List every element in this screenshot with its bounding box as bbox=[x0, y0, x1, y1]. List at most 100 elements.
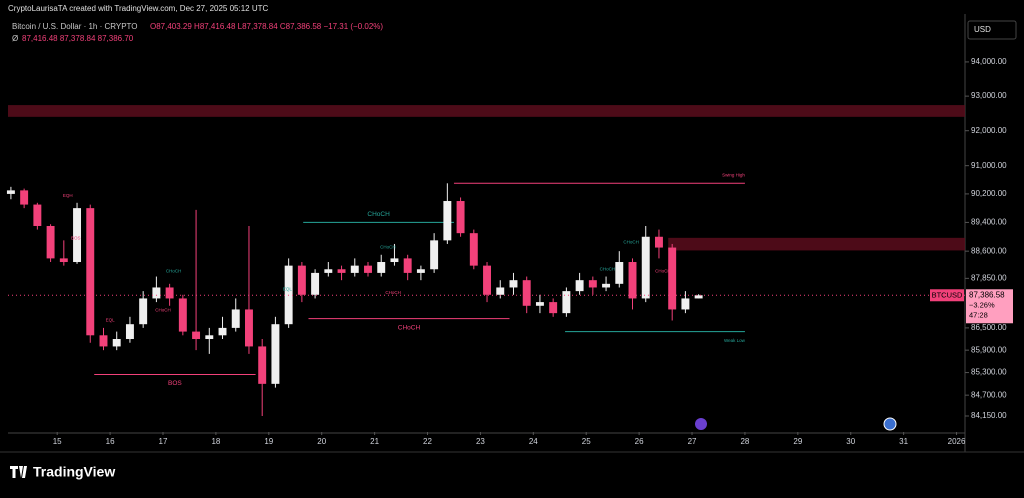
x-tick-label: 21 bbox=[370, 437, 379, 446]
candle-body bbox=[522, 280, 531, 306]
candle-body bbox=[33, 204, 42, 226]
indicator-values: 87,416.48 87,378.84 87,386.70 bbox=[22, 34, 134, 43]
y-tick-label: 87,850.00 bbox=[971, 273, 1007, 282]
candle-body bbox=[430, 240, 439, 270]
candle-body bbox=[46, 225, 55, 259]
price-tag bbox=[966, 289, 1013, 324]
candle-body bbox=[469, 233, 478, 266]
candle-body bbox=[575, 280, 584, 292]
annotation: CHoCH bbox=[655, 268, 671, 273]
x-tick-label: 31 bbox=[899, 437, 908, 446]
candle-body bbox=[588, 280, 597, 288]
candle-body bbox=[496, 287, 505, 295]
candle-body bbox=[668, 247, 677, 310]
candle-body bbox=[602, 283, 611, 288]
zone bbox=[8, 105, 965, 117]
candle-body bbox=[6, 190, 15, 194]
candle-body bbox=[337, 269, 346, 273]
event-icon[interactable] bbox=[883, 417, 897, 431]
indicator-symbol: Ø bbox=[12, 34, 18, 43]
candle-body bbox=[509, 280, 518, 288]
candle-body bbox=[297, 265, 306, 295]
x-tick-label: 19 bbox=[264, 437, 273, 446]
x-tick-label: 15 bbox=[53, 437, 62, 446]
candle-body bbox=[218, 327, 227, 336]
price-tag-value: 87,386.58 bbox=[969, 290, 1005, 299]
event-icon[interactable] bbox=[695, 418, 707, 430]
candle-body bbox=[535, 302, 544, 306]
candle-body bbox=[562, 291, 571, 314]
candle-body bbox=[681, 298, 690, 310]
symbol[interactable]: Bitcoin / U.S. Dollar · 1h · CRYPTO bbox=[12, 22, 138, 31]
candle-body bbox=[403, 258, 412, 273]
y-tick-label: 90,200.00 bbox=[971, 189, 1007, 198]
level-label: CHoCH bbox=[367, 211, 390, 218]
credit: CryptoLaurisaTA created with TradingView… bbox=[8, 4, 269, 13]
level-label: BOS bbox=[168, 380, 182, 387]
x-tick-label: 27 bbox=[688, 437, 697, 446]
price-tag-change: −3.26% bbox=[969, 300, 995, 309]
candle-body bbox=[694, 295, 703, 299]
y-tick-label: 91,000.00 bbox=[971, 161, 1007, 170]
candle-body bbox=[641, 236, 650, 299]
candle-body bbox=[350, 265, 359, 273]
candle-body bbox=[443, 201, 452, 241]
symbol-tag-label: BTCUSD bbox=[932, 290, 963, 299]
annotation: EQH bbox=[63, 193, 73, 198]
candle-body bbox=[86, 208, 95, 336]
x-tick-label: 16 bbox=[106, 437, 115, 446]
annotation: EQL bbox=[283, 286, 293, 291]
currency[interactable]: USD bbox=[974, 25, 991, 34]
candle-body bbox=[483, 265, 491, 295]
y-tick-label: 89,400.00 bbox=[971, 218, 1007, 227]
ohlc: O87,403.29 H87,416.48 L87,378.84 C87,386… bbox=[150, 22, 383, 31]
logo-mark bbox=[10, 466, 27, 478]
candle-body bbox=[311, 272, 320, 295]
x-tick-label: 25 bbox=[582, 437, 591, 446]
annotation: CHoCH bbox=[385, 290, 401, 295]
y-tick-label: 93,000.00 bbox=[971, 91, 1007, 100]
price-tag-countdown: 47:28 bbox=[969, 310, 988, 319]
annotation: CHoCH bbox=[380, 245, 396, 250]
candle-body bbox=[231, 309, 240, 328]
footer-logo: TradingView bbox=[33, 464, 115, 480]
candle-body bbox=[245, 309, 253, 347]
candle-body bbox=[364, 265, 372, 273]
annotation: CHoCH bbox=[600, 266, 616, 271]
candle-body bbox=[99, 335, 108, 347]
candle-body bbox=[258, 346, 267, 384]
x-tick-label: 2026 bbox=[948, 437, 966, 446]
level-label: Swing High bbox=[722, 172, 745, 177]
x-tick-label: 24 bbox=[529, 437, 538, 446]
candle-body bbox=[654, 236, 663, 248]
zone bbox=[668, 237, 965, 251]
candle-body bbox=[456, 201, 465, 234]
candle-body bbox=[165, 287, 174, 299]
x-tick-label: 23 bbox=[476, 437, 485, 446]
candle-body bbox=[549, 302, 558, 314]
x-tick-label: 30 bbox=[846, 437, 855, 446]
y-tick-label: 85,300.00 bbox=[971, 368, 1007, 377]
currency-box[interactable] bbox=[967, 20, 1017, 40]
candle-body bbox=[192, 331, 201, 340]
annotation: CHoCH bbox=[155, 307, 171, 312]
level-label: Weak Low bbox=[724, 338, 746, 343]
candle-body bbox=[271, 324, 280, 384]
x-tick-label: 29 bbox=[793, 437, 802, 446]
x-tick-label: 28 bbox=[740, 437, 749, 446]
annotation: EQL bbox=[106, 318, 116, 323]
candle-body bbox=[615, 262, 624, 284]
candle-body bbox=[139, 298, 148, 325]
y-tick-label: 84,150.00 bbox=[971, 411, 1007, 420]
candle-body bbox=[73, 208, 82, 263]
candle-body bbox=[377, 262, 386, 273]
x-tick-label: 20 bbox=[317, 437, 326, 446]
candle-body bbox=[324, 269, 333, 273]
y-tick-label: 88,600.00 bbox=[971, 246, 1007, 255]
candle-body bbox=[178, 298, 187, 332]
candle-body bbox=[390, 258, 399, 263]
annotation: CHoCH bbox=[166, 268, 182, 273]
x-tick-label: 26 bbox=[635, 437, 644, 446]
y-tick-label: 85,900.00 bbox=[971, 345, 1007, 354]
